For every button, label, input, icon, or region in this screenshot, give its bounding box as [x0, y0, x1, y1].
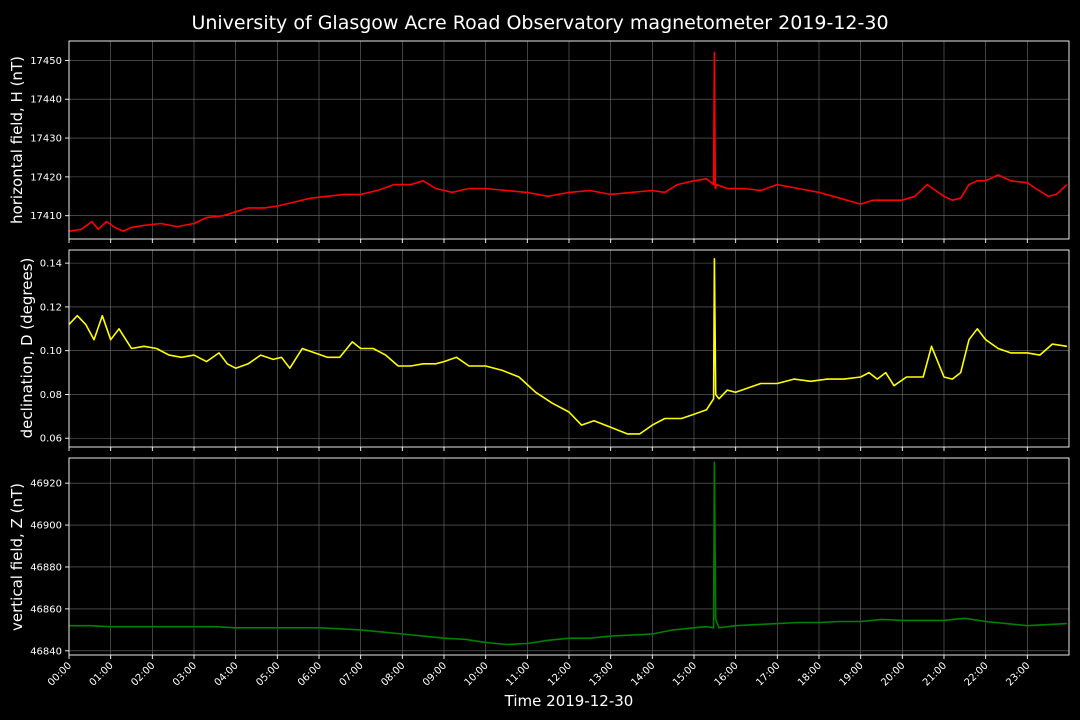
y-tick-label: 0.12 [40, 302, 62, 313]
chart-title: University of Glasgow Acre Road Observat… [191, 12, 888, 34]
y-tick-label: 0.06 [40, 434, 62, 445]
x-tick-label: 12:00 [546, 660, 574, 688]
plot-frame [68, 40, 1070, 240]
series-line [68, 51, 1068, 232]
x-tick-label: 00:00 [46, 660, 74, 688]
x-tick-label: 01:00 [88, 660, 116, 688]
x-tick-label: 05:00 [254, 660, 282, 688]
y-tick-label: 17420 [30, 172, 62, 183]
x-tick-label: 11:00 [504, 660, 532, 688]
y-tick-label: 46900 [30, 521, 62, 532]
ylabel-horizontal-field: horizontal field, H (nT) [8, 56, 26, 224]
plot-frame [68, 457, 1070, 656]
x-tick-label: 10:00 [463, 660, 491, 688]
y-tick-label: 46880 [30, 562, 62, 573]
y-tick-label: 46860 [30, 604, 62, 615]
x-tick-label: 22:00 [963, 660, 991, 688]
vertical-field-panel: vertical field, Z (nT) 46840 46860 46880 46… [8, 457, 1070, 659]
y-tick-label: 0.14 [40, 259, 62, 270]
series-line [68, 257, 1068, 435]
x-tick-label: 21:00 [921, 660, 949, 688]
y-tick-label: 0.10 [40, 346, 62, 357]
x-tick-label: 16:00 [713, 660, 741, 688]
x-tick-label: 17:00 [754, 660, 782, 688]
x-tick-label: 13:00 [588, 660, 616, 688]
declination-panel: declination, D (degrees) 0.06 0.08 0.10 0.1… [18, 249, 1070, 451]
x-tick-label: 20:00 [879, 660, 907, 688]
ylabel-vertical-field: vertical field, Z (nT) [8, 483, 26, 631]
x-tick-label: 14:00 [629, 660, 657, 688]
x-tick-label: 03:00 [171, 660, 199, 688]
x-tick-label: 08:00 [379, 660, 407, 688]
y-tick-label: 0.08 [40, 390, 62, 401]
x-tick-label: 23:00 [1004, 660, 1032, 688]
series-line [69, 461, 1067, 646]
ylabel-declination: declination, D (degrees) [18, 258, 36, 439]
horizontal-field-panel: horizontal field, H (nT) 17410 17420 17430… [8, 40, 1070, 243]
y-tick-label: 17440 [30, 95, 62, 106]
y-tick-label: 46840 [30, 646, 62, 657]
x-tick-label: 15:00 [671, 660, 699, 688]
x-tick-label: 02:00 [129, 660, 157, 688]
x-tick-label: 06:00 [296, 660, 324, 688]
y-tick-label: 46920 [30, 479, 62, 490]
y-tick-label: 17450 [30, 56, 62, 67]
plot-frame [68, 249, 1070, 448]
time-axis: 00:00 01:00 02:00 03:00 04:00 05:00 06:00 07:00… [46, 660, 1032, 688]
y-tick-label: 17410 [30, 211, 62, 222]
x-tick-label: 04:00 [213, 660, 241, 688]
x-axis-label: Time 2019-12-30 [504, 692, 634, 710]
x-tick-label: 18:00 [796, 660, 824, 688]
x-tick-label: 07:00 [338, 660, 366, 688]
x-tick-label: 09:00 [421, 660, 449, 688]
x-tick-label: 19:00 [838, 660, 866, 688]
y-tick-label: 17430 [30, 134, 62, 145]
